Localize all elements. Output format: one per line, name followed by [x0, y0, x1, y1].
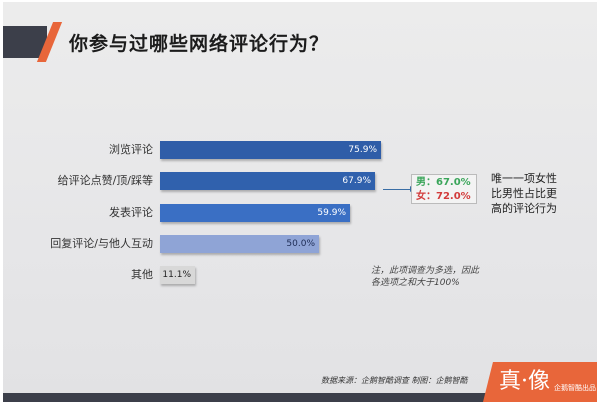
footnote-line: 各选项之和大于100%: [371, 278, 460, 288]
bar: 11.1%: [160, 266, 195, 284]
bar-label: 发表评论: [109, 206, 153, 219]
bar: 67.9%: [160, 172, 375, 190]
footnote: 注，此项调查为多选，因此 各选项之和大于100%: [371, 265, 479, 289]
gender-breakdown-box: 男：67.0% 女：72.0%: [411, 174, 477, 204]
chart-title: 你参与过哪些网络评论行为？: [69, 33, 330, 55]
bar-label: 其他: [131, 268, 153, 281]
callout-text: 唯一一项女性 比男性占比更 高的评论行为: [491, 171, 571, 216]
bar-label: 回复评论/与他人互动: [50, 237, 153, 250]
bar-row: 回复评论/与他人互动: [3, 234, 153, 254]
female-value: 女：72.0%: [416, 191, 471, 202]
footer-bar: [3, 393, 597, 402]
callout-line: 比男性占比更: [491, 187, 557, 200]
arrow-icon: [383, 186, 415, 192]
bar: 50.0%: [160, 235, 319, 253]
bar: 75.9%: [160, 141, 381, 159]
callout-line: 高的评论行为: [491, 202, 557, 215]
bar-value: 59.9%: [317, 208, 346, 218]
chart-slide: 你参与过哪些网络评论行为？ 浏览评论 75.9% 给评论点赞/顶/踩等 67.9…: [3, 2, 597, 402]
bar-row: 给评论点赞/顶/踩等: [3, 171, 153, 191]
logo-subtitle: 企鹅智酷出品: [554, 384, 596, 392]
data-source: 数据来源：企鹅智酷调查 制图：企鹅智酷: [321, 376, 468, 385]
logo-text: 真·像: [499, 369, 550, 394]
bar-row: 发表评论: [3, 203, 153, 223]
bar-label: 浏览评论: [109, 143, 153, 156]
bar-row: 浏览评论: [3, 140, 153, 160]
male-value: 男：67.0%: [416, 177, 471, 188]
bar: 59.9%: [160, 204, 350, 222]
bar-value: 11.1%: [162, 270, 191, 280]
callout-line: 唯一一项女性: [491, 172, 557, 185]
footnote-line: 注，此项调查为多选，因此: [371, 266, 480, 276]
bar-row: 其他: [3, 265, 153, 285]
bar-value: 67.9%: [342, 176, 371, 186]
bar-value: 50.0%: [286, 239, 315, 249]
bar-value: 75.9%: [348, 145, 377, 155]
bar-label: 给评论点赞/顶/踩等: [57, 174, 153, 187]
